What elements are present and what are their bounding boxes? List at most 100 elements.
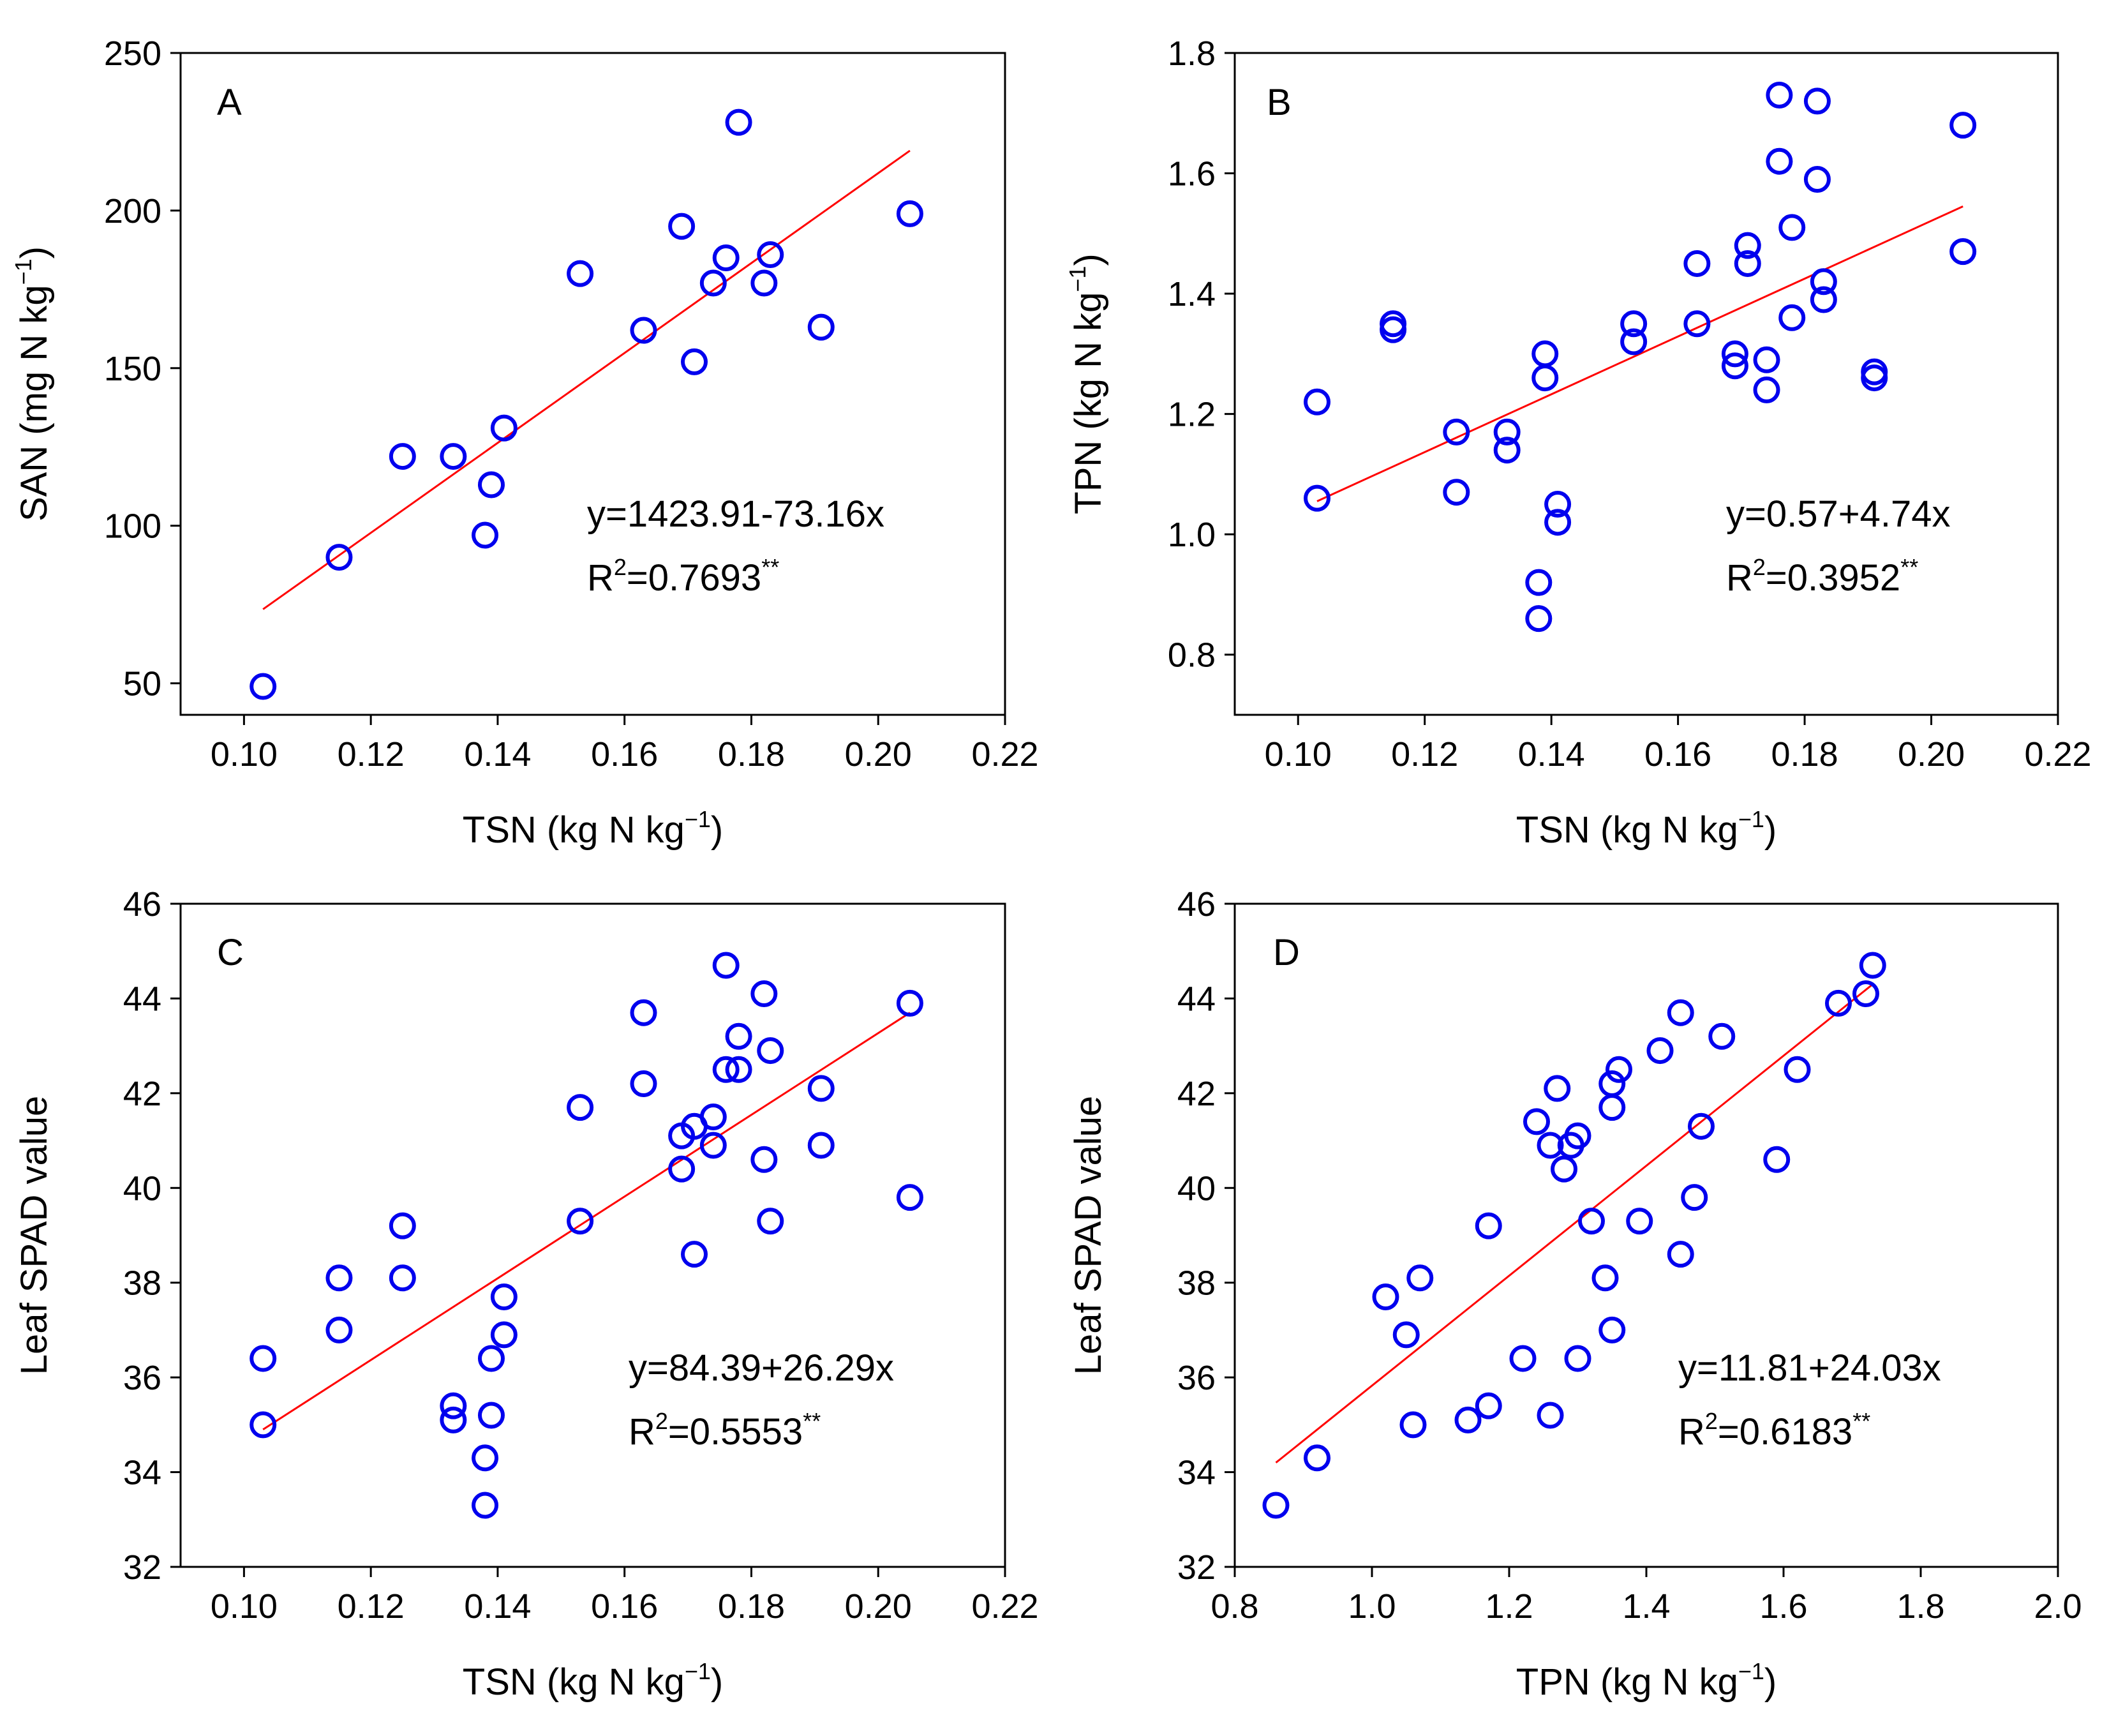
- data-point: [1591, 1264, 1619, 1292]
- data-point: [1626, 1208, 1653, 1235]
- x-axis-label-main: TSN (kg N kg: [463, 1661, 685, 1703]
- y-axis-label-main: SAN (mg N kg: [13, 285, 55, 521]
- data-point: [1683, 310, 1711, 338]
- x-axis-label-superscript: −1: [685, 806, 711, 832]
- r-squared-label: R2=0.6183**: [1678, 1408, 1870, 1453]
- data-point: [440, 443, 467, 470]
- plot-frame: [179, 902, 1006, 1568]
- y-axis-label-end: ): [1068, 253, 1109, 266]
- data-point: [1763, 1146, 1791, 1173]
- y-tick-label: 46: [1177, 885, 1216, 924]
- data-point: [1578, 1208, 1605, 1235]
- data-point: [389, 1264, 416, 1292]
- y-axis-label: TPN (kg N kg−1): [1064, 253, 1109, 514]
- y-axis-label-superscript: −1: [1064, 266, 1091, 292]
- data-point: [668, 213, 696, 240]
- data-point: [1598, 1094, 1626, 1121]
- x-tick-label: 1.2: [1485, 1587, 1533, 1626]
- data-point: [896, 989, 923, 1017]
- data-point: [1392, 1321, 1420, 1349]
- data-point: [1766, 81, 1793, 108]
- data-point: [1734, 232, 1761, 259]
- significance-marker: **: [1852, 1408, 1870, 1434]
- data-point: [1646, 1037, 1674, 1065]
- data-point: [250, 1411, 277, 1439]
- data-point: [1708, 1022, 1736, 1050]
- data-point: [1753, 346, 1780, 373]
- data-point: [1859, 952, 1886, 979]
- panel-letter: C: [217, 932, 244, 973]
- data-point: [1803, 165, 1831, 193]
- data-point: [725, 108, 752, 136]
- data-point: [1544, 509, 1572, 536]
- data-point: [725, 1056, 752, 1083]
- panel-letter: D: [1273, 932, 1300, 973]
- data-point: [490, 1321, 518, 1349]
- x-tick-label: 0.16: [591, 1587, 658, 1626]
- data-point: [699, 269, 727, 297]
- data-point: [1564, 1122, 1591, 1149]
- data-point: [490, 414, 518, 442]
- regression-equation: y=1423.91-73.16x: [587, 493, 884, 535]
- data-point: [630, 1070, 657, 1098]
- r-squared-label: R2=0.5553**: [629, 1408, 821, 1453]
- data-point: [630, 317, 657, 344]
- x-tick-label: 0.22: [971, 1587, 1038, 1626]
- y-tick-label: 32: [1177, 1548, 1216, 1587]
- y-tick-label: 1.6: [1168, 155, 1216, 193]
- r-squared-value: =0.6183: [1718, 1411, 1852, 1453]
- y-axis-label-main: Leaf SPAD value: [1068, 1096, 1109, 1375]
- r-squared-prefix: R: [587, 557, 614, 599]
- x-tick-label: 0.18: [718, 1587, 785, 1626]
- y-axis-label-main: TPN (kg N kg: [1068, 292, 1109, 514]
- data-point: [712, 1056, 740, 1083]
- x-axis-label-superscript: −1: [1738, 1658, 1764, 1684]
- y-tick-label: 40: [1177, 1169, 1216, 1208]
- data-point: [567, 260, 594, 287]
- data-point: [1544, 1075, 1571, 1102]
- data-point: [1475, 1392, 1502, 1419]
- data-point: [1681, 1184, 1708, 1211]
- data-point: [1949, 238, 1977, 266]
- y-tick-label: 0.8: [1168, 636, 1216, 675]
- data-point: [807, 1132, 835, 1159]
- panel-d: 0.8 1.0 1.2 1.4 1.6 1.8 2.0 32 34 36 38 40 42 44 46 TPN…: [1068, 885, 2082, 1703]
- r-squared-superscript: 2: [1753, 554, 1766, 580]
- data-point: [1606, 1056, 1632, 1083]
- data-point: [1688, 1112, 1715, 1140]
- data-point: [630, 999, 657, 1026]
- data-point: [750, 1146, 778, 1173]
- data-point: [325, 544, 353, 571]
- x-axis-label: TSN (kg N kg−1): [1516, 806, 1777, 851]
- regression-equation: y=0.57+4.74x: [1726, 493, 1951, 535]
- regression-equation: y=84.39+26.29x: [629, 1347, 894, 1389]
- r-squared-prefix: R: [629, 1411, 655, 1453]
- y-axis-label-superscript: −1: [10, 258, 36, 285]
- data-point: [1551, 1155, 1577, 1183]
- data-point: [1399, 1411, 1427, 1439]
- data-point: [325, 1264, 353, 1292]
- x-axis-label-main: TSN (kg N kg: [1516, 809, 1738, 851]
- y-axis-label-end: ): [13, 246, 55, 258]
- x-tick-label: 0.8: [1211, 1587, 1258, 1626]
- data-point: [1509, 1345, 1537, 1372]
- regression-equation: y=11.81+24.03x: [1678, 1347, 1941, 1389]
- data-point: [1406, 1264, 1434, 1292]
- y-tick-label: 250: [104, 34, 161, 73]
- y-tick-label: 46: [123, 885, 161, 924]
- x-tick-label: 1.4: [1622, 1587, 1670, 1626]
- regression-line: [1275, 983, 1874, 1463]
- x-tick-label: 1.0: [1348, 1587, 1396, 1626]
- data-point: [725, 1022, 752, 1050]
- data-point: [1493, 437, 1521, 464]
- y-tick-label: 34: [1177, 1454, 1216, 1492]
- y-axis-label-main: Leaf SPAD value: [13, 1096, 55, 1375]
- plot-frame: [179, 52, 1006, 716]
- x-axis-label-superscript: −1: [685, 1658, 711, 1684]
- data-point: [1825, 989, 1852, 1017]
- data-point: [1523, 1108, 1550, 1135]
- data-point: [1667, 1241, 1694, 1268]
- x-tick-label: 0.14: [1518, 735, 1585, 774]
- x-axis-label-main: TPN (kg N kg: [1516, 1661, 1738, 1703]
